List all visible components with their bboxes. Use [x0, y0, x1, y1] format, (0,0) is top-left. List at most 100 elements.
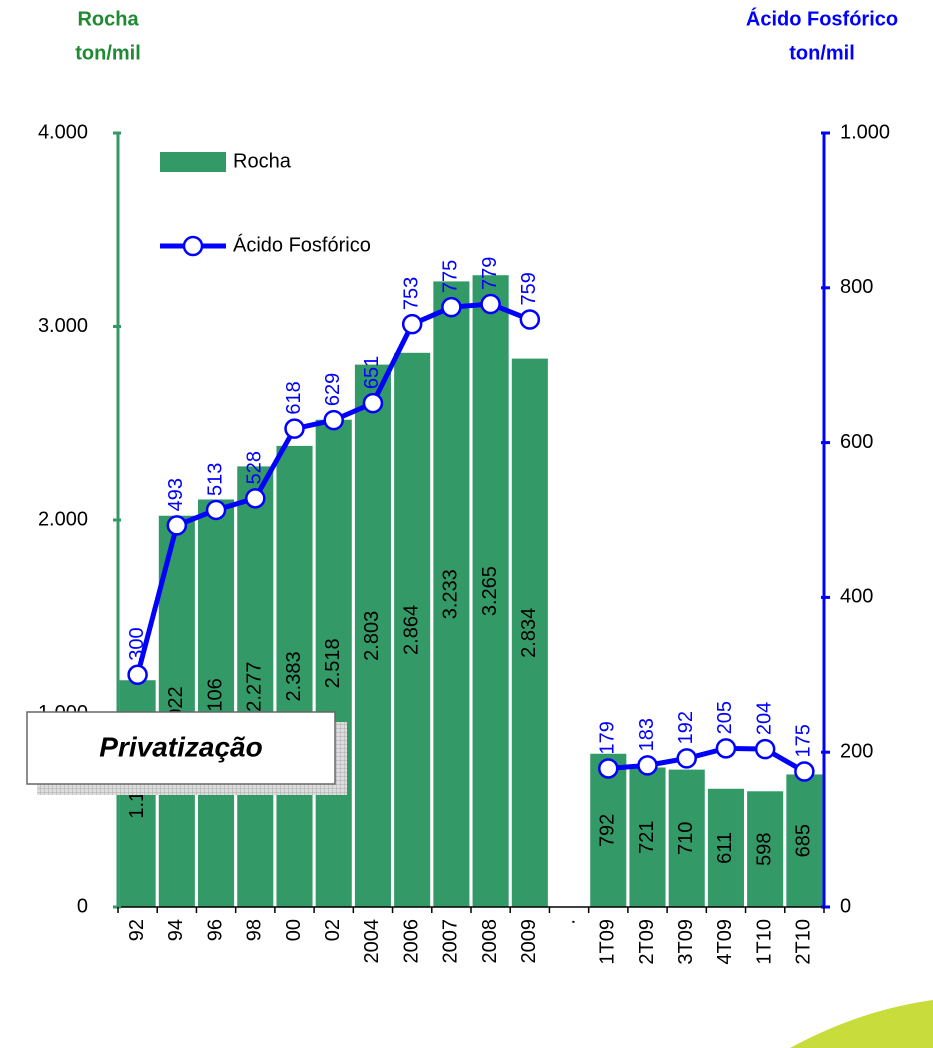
- bar: [590, 753, 627, 907]
- bar-value-label: 2.383: [283, 651, 305, 701]
- line-marker: [754, 738, 776, 760]
- x-tick-label: 2T10: [793, 919, 815, 965]
- bar: [394, 352, 431, 907]
- bar: [786, 774, 823, 907]
- legend-label: Ácido Fosfórico: [233, 233, 371, 256]
- x-tick-label: 1T09: [597, 919, 619, 965]
- line-value-label: 204: [753, 702, 775, 735]
- y-tick-label: 2.000: [38, 508, 88, 530]
- annotation-box: Privatização: [26, 711, 347, 795]
- line-value-label: 629: [322, 373, 344, 406]
- line-marker: [637, 755, 658, 776]
- y2-tick-label: 0: [840, 895, 851, 917]
- line-marker: [166, 515, 188, 536]
- line-marker: [480, 293, 501, 315]
- x-tick-label: 1T10: [753, 919, 775, 965]
- bar: [354, 364, 391, 907]
- legend-marker: [182, 235, 204, 257]
- line-marker: [519, 309, 541, 330]
- x-tick-label: 2009: [518, 919, 540, 964]
- y2-axis-title: Ácido Fosfórico: [746, 7, 898, 30]
- x-tick-label: 96: [204, 919, 226, 941]
- bar-value-label: 710: [675, 822, 697, 855]
- line-value-label: 759: [518, 272, 540, 305]
- y-tick-label: 4.000: [38, 121, 88, 143]
- y2-tick-label: 1.000: [840, 121, 890, 143]
- line-value-label: 618: [283, 381, 305, 414]
- legend-label: Rocha: [233, 150, 292, 172]
- y2-tick-label: 800: [840, 276, 873, 298]
- bar: [276, 445, 313, 907]
- line-value-label: 300: [126, 627, 148, 660]
- y-tick-label: 3.000: [38, 315, 88, 337]
- y-axis-title: Rocha: [77, 8, 139, 30]
- x-tick-label: 02: [322, 919, 344, 941]
- line-marker: [598, 758, 619, 779]
- line-value-label: 753: [400, 277, 422, 310]
- line-marker: [323, 409, 344, 431]
- bar: [198, 499, 235, 907]
- line-marker: [245, 488, 266, 509]
- line-marker: [676, 748, 697, 769]
- line-marker: [362, 392, 384, 414]
- bar-value-label: 2.803: [361, 611, 383, 661]
- line-marker: [794, 761, 815, 782]
- x-tick-label: 00: [283, 919, 305, 941]
- bar: [315, 419, 352, 907]
- line-value-label: 528: [244, 451, 266, 484]
- y-axis-title: ton/mil: [75, 42, 141, 64]
- line-value-label: 493: [165, 478, 187, 511]
- line-value-label: 779: [479, 257, 501, 290]
- y-tick-label: 0: [77, 895, 88, 917]
- line-marker: [715, 738, 737, 759]
- line-value-label: 775: [440, 260, 462, 293]
- line-value-label: 205: [714, 701, 736, 734]
- bar: [629, 767, 666, 907]
- line-value-label: 183: [636, 718, 658, 751]
- y2-tick-label: 600: [840, 431, 873, 453]
- x-tick-label: 2T09: [636, 919, 658, 965]
- x-tick-label: 2006: [400, 919, 422, 964]
- bar: [237, 466, 274, 907]
- x-tick-label: 98: [244, 919, 266, 941]
- line-value-label: 179: [597, 721, 619, 754]
- bar-value-label: 2.277: [244, 662, 266, 712]
- bar-value-label: 3.265: [479, 566, 501, 616]
- bar-value-label: 598: [753, 832, 775, 865]
- line-value-label: 175: [793, 724, 815, 757]
- bar: [747, 791, 784, 907]
- bar-value-label: 2.834: [518, 608, 540, 658]
- bar: [433, 281, 470, 907]
- line-value-label: 651: [361, 356, 383, 389]
- bar-value-label: 611: [714, 832, 736, 864]
- x-tick-label: 2007: [440, 919, 462, 964]
- bar-value-label: 792: [597, 814, 619, 847]
- bar: [472, 275, 509, 907]
- box: [26, 711, 336, 785]
- line-marker: [441, 296, 462, 318]
- annotation: Privatização: [99, 731, 262, 762]
- bar-value-label: 2.518: [322, 638, 344, 688]
- x-tick-label: 3T09: [675, 919, 697, 965]
- bar: [707, 788, 744, 907]
- line-value-label: 513: [204, 463, 226, 496]
- x-tick-label: 2004: [361, 919, 383, 964]
- line-marker: [127, 664, 148, 686]
- line-marker: [205, 499, 227, 521]
- bar-value-label: 685: [793, 824, 815, 857]
- bar: [511, 358, 548, 908]
- y2-tick-label: 400: [840, 586, 873, 608]
- decoration: [790, 1000, 933, 1048]
- bar-value-label: 3.233: [440, 569, 462, 619]
- plot: 1.1722.0222.1062.2772.3832.5182.8032.864…: [38, 121, 890, 964]
- x-tick-label: .: [557, 919, 579, 925]
- x-tick-label: 92: [126, 919, 148, 941]
- x-tick-label: 4T09: [714, 919, 736, 965]
- x-tick-label: 2008: [479, 919, 501, 964]
- bar: [668, 769, 705, 907]
- bar-value-label: 2.864: [400, 605, 422, 655]
- x-tick-label: 94: [165, 919, 187, 941]
- y2-tick-label: 200: [840, 740, 873, 762]
